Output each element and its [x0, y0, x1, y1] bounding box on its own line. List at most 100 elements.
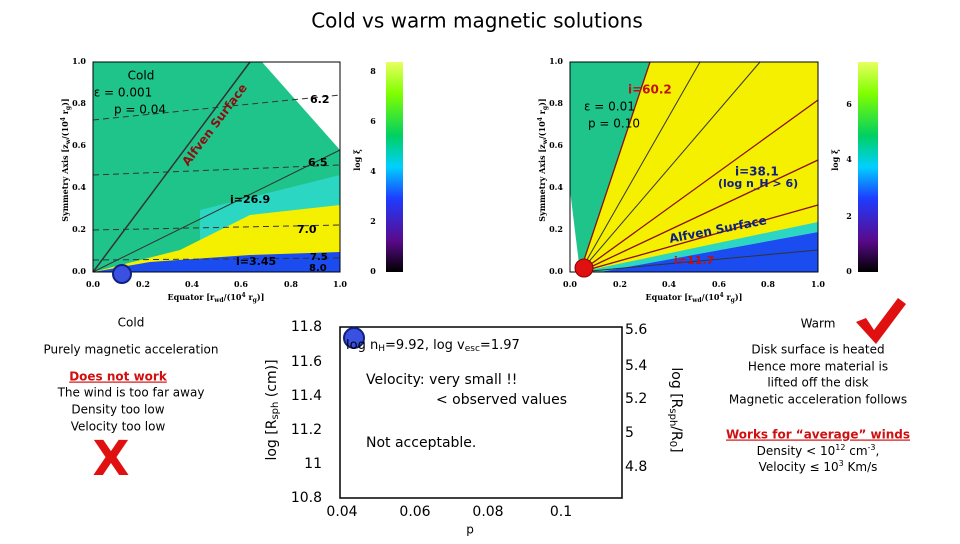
- annotation: 7.0: [297, 223, 317, 236]
- text-part: 12: [835, 443, 845, 452]
- x-axis-label: p: [466, 523, 474, 537]
- label-part: 4: [60, 117, 67, 121]
- label-part: ]: [668, 447, 684, 452]
- region: [600, 232, 818, 272]
- label-part: /(10: [537, 121, 547, 139]
- y-tick-label: 10.8: [291, 490, 322, 506]
- label-part: sph: [270, 402, 281, 420]
- x-tick-label: 0.2: [136, 279, 150, 289]
- annotation: i=38.1: [735, 165, 779, 179]
- note-line: Density < 1012 cm-3,: [757, 443, 880, 458]
- note-line: lifted off the disk: [767, 376, 868, 390]
- colorbar-tick: 2: [846, 211, 852, 221]
- label-part: 4: [719, 292, 723, 299]
- verdict: Does not work: [69, 370, 168, 384]
- note-line: Hence more material is: [748, 360, 888, 374]
- annotation: (log n_H > 6): [718, 177, 798, 190]
- heading: Warm: [801, 317, 836, 331]
- text-part: Km/s: [844, 460, 878, 474]
- contour: [579, 61, 819, 273]
- annotation: 6.2: [310, 93, 330, 106]
- annotation: i=11.7: [674, 254, 714, 267]
- label-part: )]: [257, 292, 265, 302]
- label-part: 0: [667, 441, 678, 447]
- param: ε = 0.01: [584, 100, 635, 114]
- colorbar-label: log ξ: [830, 149, 840, 171]
- contour: [92, 149, 341, 273]
- y-tick-label: 0.4: [72, 182, 86, 192]
- label-part: Symmetry Axis [z: [60, 144, 70, 222]
- colorbar-tick: 4: [370, 166, 376, 176]
- param: p = 0.04: [114, 103, 166, 117]
- y-tick-label: 1.0: [549, 56, 563, 66]
- x-tick-label: 0.4: [185, 279, 199, 289]
- heading: Cold: [118, 316, 145, 330]
- y-tick-label: 11.4: [291, 388, 322, 404]
- left-plot: Cold ε = 0.001 p = 0.04 Alfven Surface 6…: [60, 56, 403, 304]
- text-part: Velocity ≤ 10: [759, 460, 839, 474]
- y2-tick-label: 5.2: [625, 391, 647, 407]
- label-part: wd: [213, 297, 224, 304]
- label-part: g: [253, 297, 258, 304]
- x-axis-label: Equator [rwd/(104 rg)]: [646, 292, 743, 304]
- label-part: Equator [r: [168, 292, 216, 302]
- cross-mark: X: [92, 431, 129, 487]
- label-part: Symmetry Axis [z: [537, 144, 547, 222]
- label-part: wd: [691, 297, 702, 304]
- text-part: 3: [839, 459, 844, 468]
- marker: [574, 258, 594, 278]
- label-part: )]: [735, 292, 743, 302]
- x-tick-label: 0.06: [399, 504, 430, 520]
- colorbar-tick: 8: [370, 66, 376, 76]
- note-line: The wind is too far away: [57, 386, 205, 400]
- plot-note: Velocity: very small !!: [366, 372, 517, 388]
- y-tick-label: 0.4: [549, 182, 563, 192]
- colorbar-tick: 4: [846, 154, 852, 164]
- plot-note: < observed values: [436, 392, 567, 408]
- contour: [92, 94, 341, 261]
- colorbar: [386, 62, 403, 272]
- label-part: /(10: [224, 292, 242, 302]
- annotation: 6.5: [308, 156, 328, 169]
- y-tick-label: 0.8: [549, 98, 563, 108]
- label-part: /(10: [702, 292, 720, 302]
- label-part: log [R: [668, 367, 684, 408]
- label-part: Equator [r: [646, 292, 694, 302]
- subtitle: Purely magnetic acceleration: [44, 343, 219, 357]
- x-tick-label: 0.6: [234, 279, 248, 289]
- param: ε = 0.001: [94, 86, 153, 100]
- colorbar: [858, 62, 878, 272]
- x-tick-label: 0.2: [613, 279, 627, 289]
- param: p = 0.10: [588, 117, 640, 131]
- label-part: )]: [60, 98, 70, 106]
- y-axis-label: Symmetry Axis [zw/(104 rg)]: [60, 98, 72, 221]
- region: [580, 62, 818, 272]
- y2-tick-label: 4.8: [625, 459, 647, 475]
- y-tick-label: 1.0: [72, 56, 86, 66]
- plot-note: Not acceptable.: [366, 435, 476, 451]
- annotation: i=3.45: [236, 255, 276, 268]
- label-part: r: [60, 109, 70, 117]
- label-part: H: [378, 344, 385, 354]
- y-tick-label: 11: [304, 456, 322, 472]
- contour: [579, 61, 819, 273]
- x-tick-label: 0.0: [86, 279, 100, 289]
- colorbar-label: log ξ: [352, 149, 362, 171]
- y-tick-label: 11.8: [291, 319, 322, 335]
- colorbar-tick: 0: [846, 266, 852, 276]
- label-part: /R: [668, 426, 684, 441]
- label-part: (cm)]: [264, 359, 280, 401]
- slide-title: Cold vs warm magnetic solutions: [311, 9, 643, 33]
- y-tick-label: 11.6: [291, 354, 322, 370]
- right-plot: ε = 0.01 p = 0.10 i=60.2 i=38.1 (log n_H…: [537, 56, 878, 304]
- middle-plot: 11.8 11.6 11.4 11.2 11 10.8 5.6 5.4 5.2 …: [264, 319, 684, 537]
- x-axis-label: Equator [rwd/(104 rg)]: [168, 292, 265, 304]
- label-part: )]: [537, 98, 547, 106]
- annotation: 8.0: [309, 263, 327, 274]
- y-tick-label: 0.6: [72, 140, 86, 150]
- contour: [92, 61, 251, 273]
- label-part: sph: [667, 408, 678, 426]
- colorbar-tick: 6: [370, 116, 376, 126]
- x-tick-label: 0.04: [326, 504, 357, 520]
- annotation: i=60.2: [628, 83, 672, 97]
